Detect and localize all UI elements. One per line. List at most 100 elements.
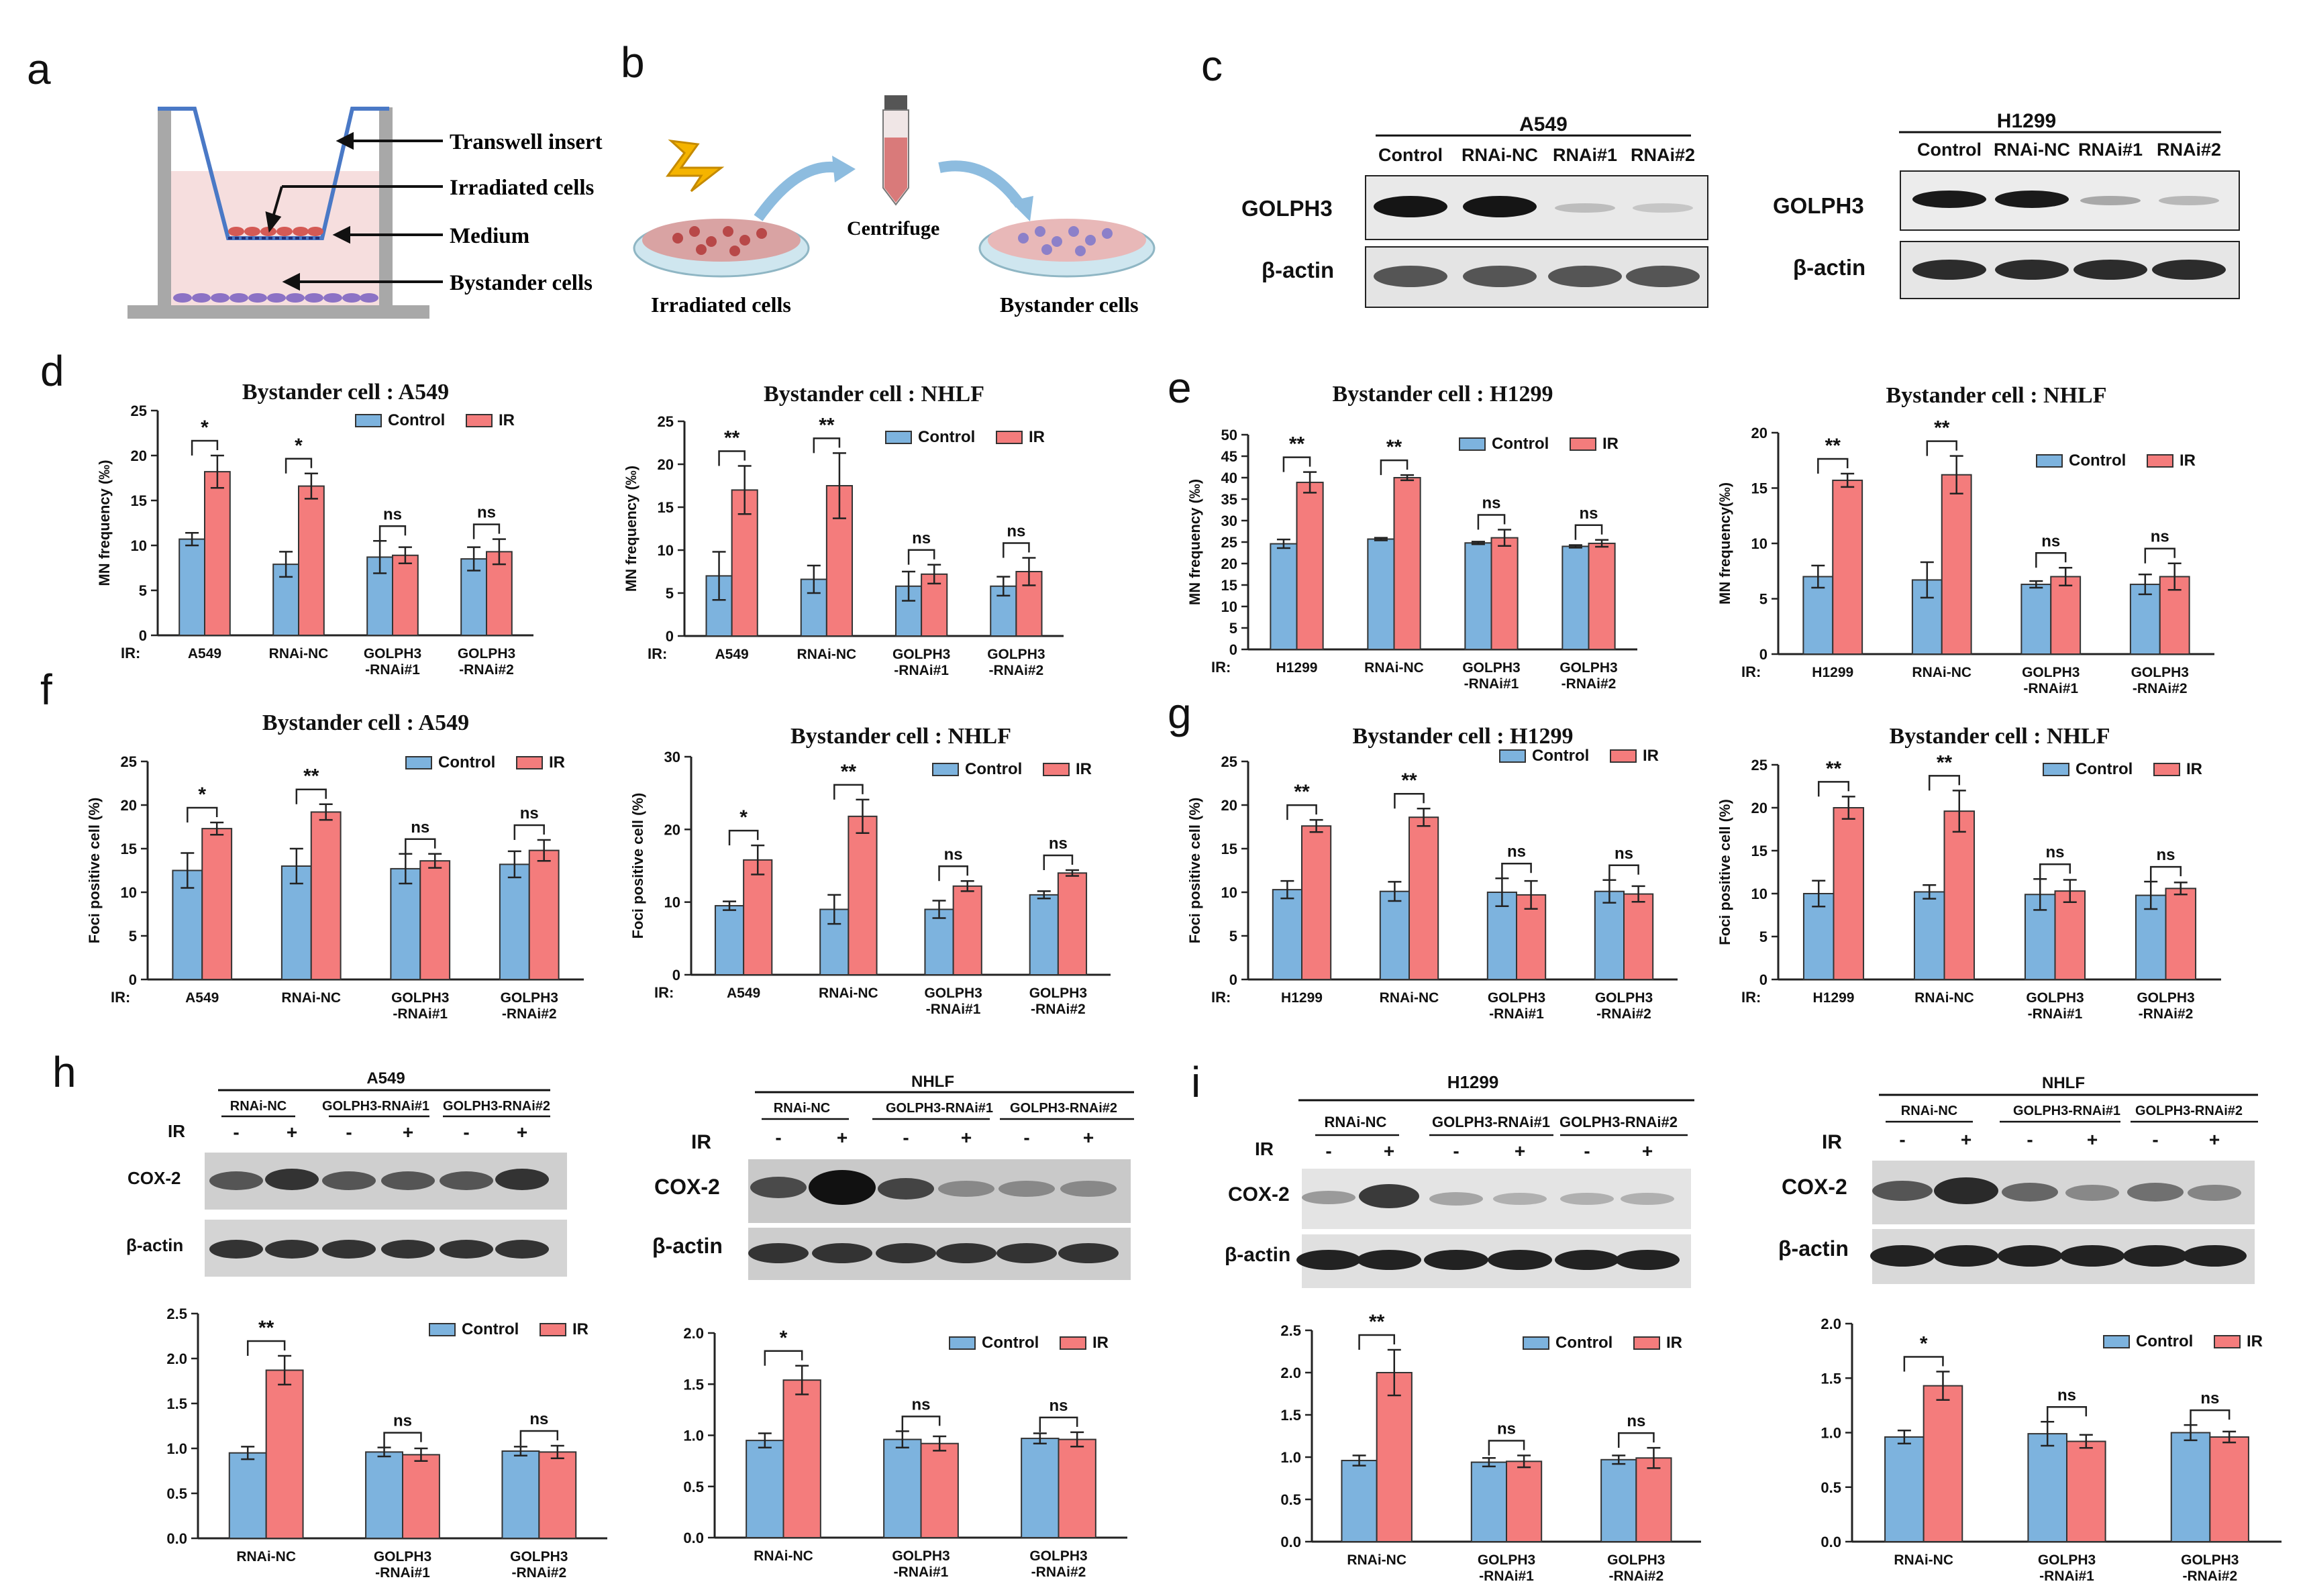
- legend-swatch-control: [932, 763, 959, 776]
- panel-letter-e: e: [1168, 364, 1192, 412]
- significance-bracket: [285, 458, 313, 474]
- blot-bands: [1912, 191, 2226, 280]
- x-tick-label: H1299: [1812, 665, 1853, 680]
- y-tick-label: 2.0: [683, 1325, 704, 1342]
- chart-title: Bystander cell : NHLF: [1886, 383, 2107, 408]
- legend-swatch-control: [1499, 749, 1526, 763]
- significance-bracket: [901, 1416, 941, 1432]
- x-tick-label: GOLPH3: [892, 1548, 950, 1564]
- legend-swatch-ir: [1043, 763, 1070, 776]
- y-axis-label: MN frequency (‰): [1186, 479, 1203, 605]
- legend-swatch-ir: [1570, 437, 1596, 451]
- y-tick-label: 5: [1759, 928, 1768, 945]
- legend-label-ir: IR: [549, 753, 565, 772]
- x-tick-label: RNAi-NC: [1347, 1552, 1406, 1568]
- panel-letter-c: c: [1201, 42, 1223, 90]
- legend-swatch-control: [2103, 1335, 2130, 1348]
- blot-bands: [748, 1170, 1119, 1263]
- bar-ir: [2066, 1440, 2106, 1542]
- bar-ir: [782, 1379, 821, 1538]
- blot-group-label: GOLPH3-RNAi#2: [443, 1099, 550, 1114]
- y-tick-label: 0.0: [1280, 1534, 1301, 1550]
- bar-ir: [1832, 479, 1863, 655]
- blot-group-label: RNAi-NC: [230, 1099, 287, 1114]
- ir-sign: -: [2027, 1129, 2033, 1150]
- x-tick-label: -RNAi#1: [926, 1002, 981, 1017]
- medium-transfer-schematic: Centrifuge Irradiated cells Bystander ce…: [633, 95, 1156, 317]
- ir-sign: -: [233, 1122, 239, 1142]
- significance-label: ns: [383, 505, 402, 523]
- y-tick-label: 1.0: [1821, 1425, 1841, 1442]
- y-tick-label: 0.5: [1821, 1479, 1841, 1496]
- legend-swatch-control: [355, 414, 382, 427]
- chart-f2: Bystander cell : NHLF 0 10 20 30 Foci positiv…: [629, 724, 1111, 1017]
- x-tick-label: GOLPH3: [1559, 660, 1617, 676]
- blot-group-label: GOLPH3-RNAi#2: [1559, 1114, 1678, 1130]
- significance-label: **: [1937, 751, 1953, 774]
- significance-label: ns: [411, 818, 429, 837]
- significance-bracket: [1039, 1416, 1078, 1432]
- y-tick-label: 45: [1221, 448, 1237, 465]
- blot-group-label: GOLPH3-RNAi#1: [322, 1099, 429, 1114]
- bar-control: [714, 905, 745, 976]
- legend-swatch-control: [885, 431, 912, 444]
- significance-label: ns: [2041, 532, 2060, 550]
- x-tick-label: RNAi-NC: [1912, 665, 1971, 680]
- y-tick-label: 5: [139, 582, 147, 599]
- ir-sign: +: [517, 1122, 527, 1142]
- y-tick-label: 20: [1751, 800, 1768, 816]
- x-tick-label: H1299: [1813, 990, 1855, 1006]
- chart-title: Bystander cell : A549: [262, 710, 469, 735]
- ir-sign: -: [1023, 1127, 1029, 1148]
- lightning-icon: [666, 139, 725, 193]
- y-tick-label: 20: [121, 797, 137, 814]
- significance-bracket: [246, 1340, 286, 1356]
- y-tick-label: 15: [1221, 841, 1237, 857]
- bar-control: [1802, 893, 1835, 980]
- y-tick-label: 10: [1751, 886, 1768, 902]
- bar-ir: [538, 1451, 577, 1540]
- x-tick-label: GOLPH3: [2131, 665, 2189, 680]
- lane-label: RNAi#1: [1553, 145, 1617, 165]
- chart-title: Bystander cell : NHLF: [1890, 724, 2110, 749]
- legend-swatch-control: [2036, 454, 2063, 468]
- significance-label: *: [780, 1327, 788, 1349]
- y-tick-label: 1.0: [1280, 1449, 1301, 1466]
- ir-sign: -: [463, 1122, 469, 1142]
- y-tick-label: 0.5: [1280, 1491, 1301, 1508]
- chart-h2: 0.00.51.01.52.0 *RNAi-NCnsGOLPH3-RNAi#1ns…: [683, 1325, 1127, 1580]
- significance-bracket: [1608, 864, 1639, 880]
- arrow-to-tube: [754, 162, 840, 221]
- x-tick-label: -RNAi#1: [375, 1565, 430, 1581]
- y-tick-label: 5: [1229, 620, 1237, 637]
- y-tick-label: 1.5: [683, 1376, 704, 1393]
- blot-cell-label: A549: [366, 1069, 405, 1087]
- significance-bracket: [1394, 792, 1425, 809]
- bar-ir: [1941, 474, 1972, 655]
- legend-label-control: Control: [1555, 1334, 1612, 1352]
- significance-label: ns: [477, 504, 496, 522]
- significance-label: **: [841, 761, 857, 783]
- ir-sign: +: [837, 1127, 848, 1148]
- ir-row-label: IR:: [121, 645, 140, 661]
- blot-cell-label: A549: [1519, 113, 1568, 136]
- legend-swatch-ir: [540, 1323, 566, 1336]
- label-irradiated-cells-b: Irradiated cells: [651, 292, 791, 317]
- y-tick-label: 1.5: [166, 1395, 187, 1412]
- panel-letter-d: d: [40, 347, 64, 395]
- legend-label-control: Control: [2076, 760, 2133, 778]
- blot-cell-label: NHLF: [2042, 1074, 2085, 1092]
- legend-label-ir: IR: [499, 411, 515, 429]
- y-tick-label: 0.0: [683, 1530, 704, 1546]
- chart-g1: Bystander cell : H1299 0 5 10 15 20 25 Foci pos…: [1186, 724, 1678, 1022]
- x-tick-label: GOLPH3: [2022, 665, 2080, 680]
- blot-ir-label: IR: [1255, 1138, 1274, 1159]
- significance-bracket: [2144, 547, 2175, 564]
- significance-label: *: [295, 435, 303, 457]
- bar-ir: [419, 860, 451, 980]
- bar-ir: [920, 1442, 959, 1538]
- ir-sign: -: [2152, 1129, 2158, 1150]
- legend-label-control: Control: [918, 428, 975, 446]
- significance-label: **: [1386, 436, 1402, 458]
- legend-label-control: Control: [1492, 435, 1549, 453]
